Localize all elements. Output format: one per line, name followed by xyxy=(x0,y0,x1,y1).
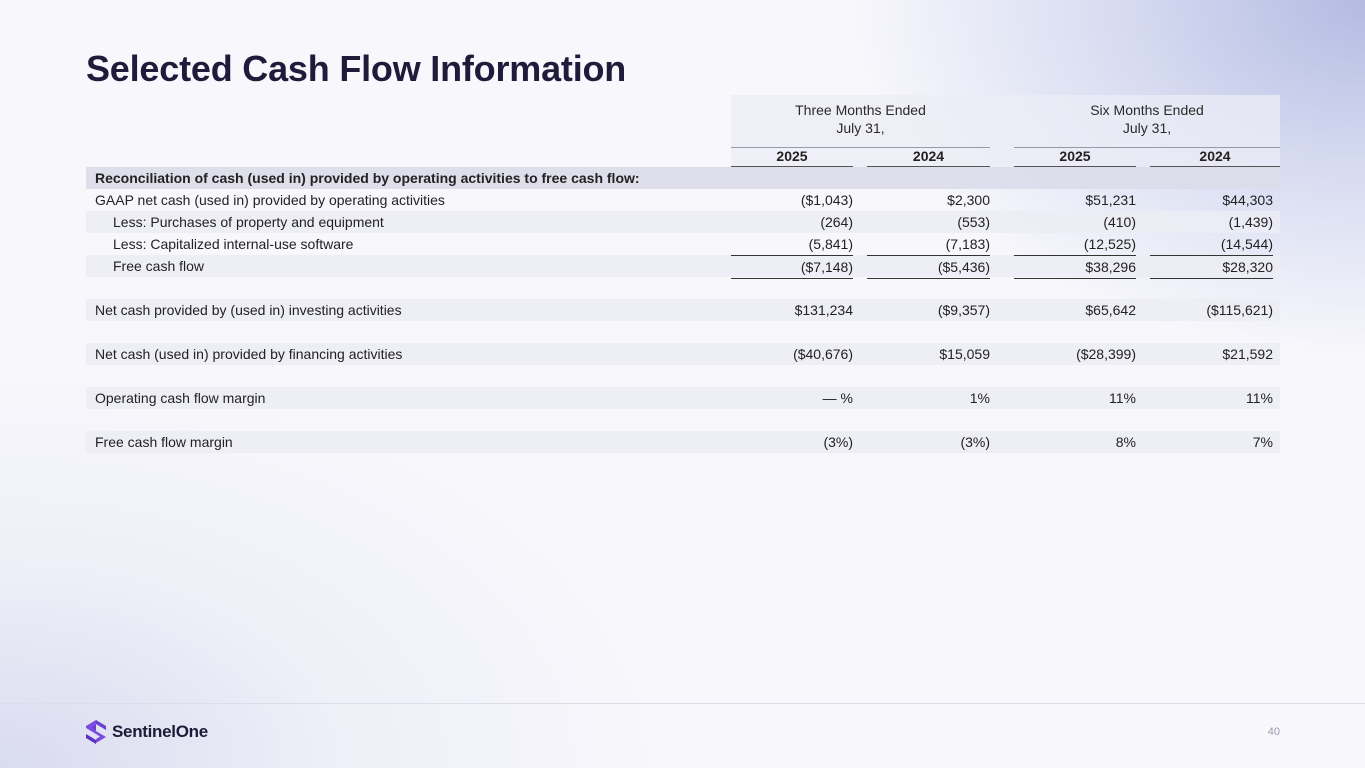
cell-value: $28,320 xyxy=(1150,255,1273,279)
spacer-row xyxy=(86,409,1280,431)
cell-value: (14,544) xyxy=(1220,236,1273,252)
cash-flow-table: Three Months Ended July 31, Six Months E… xyxy=(86,95,1280,453)
row-label: Operating cash flow margin xyxy=(95,390,266,406)
cell-value: (1,439) xyxy=(1228,214,1273,230)
cell-value: 11% xyxy=(1109,390,1136,406)
spacer-row xyxy=(86,277,1280,299)
period-six-months: Six Months Ended July 31, xyxy=(1014,101,1280,148)
year-header: 2025 xyxy=(1059,148,1091,164)
cell-value: 11% xyxy=(1246,390,1273,406)
cell-value: 7% xyxy=(1252,434,1273,450)
cell-value: $65,642 xyxy=(1085,302,1136,318)
divider xyxy=(731,147,990,148)
cell-value: ($40,676) xyxy=(793,346,853,362)
divider xyxy=(1014,166,1136,167)
row-label: Free cash flow xyxy=(113,258,205,274)
table-row-ppe: Less: Purchases of property and equipmen… xyxy=(86,211,1280,233)
cell-value: 8% xyxy=(1115,434,1136,450)
row-label: Less: Capitalized internal-use software xyxy=(113,236,354,252)
table-row-ocf-margin: Operating cash flow margin — % 1% 11% 11… xyxy=(86,387,1280,409)
cell-value: ($9,357) xyxy=(937,302,990,318)
cell-value: (12,525) xyxy=(1083,236,1136,252)
year-header: 2025 xyxy=(776,148,808,164)
cell-value: ($115,621) xyxy=(1206,302,1273,318)
cell-value: (264) xyxy=(820,214,853,230)
table-row-financing: Net cash (used in) provided by financing… xyxy=(86,343,1280,365)
table-header: Three Months Ended July 31, Six Months E… xyxy=(86,95,1280,167)
divider xyxy=(867,166,990,167)
row-label: Net cash (used in) provided by financing… xyxy=(95,346,403,362)
section-heading: Reconciliation of cash (used in) provide… xyxy=(95,170,640,186)
table-row-fcf: Free cash flow ($7,148) ($5,436) $38,296… xyxy=(86,255,1280,279)
period-six-months-line2: July 31, xyxy=(1122,120,1172,136)
logo-text: SentinelOne xyxy=(112,722,208,741)
cell-value: (410) xyxy=(1103,214,1136,230)
period-three-months-line1: Three Months Ended xyxy=(795,102,926,118)
cell-value: (3%) xyxy=(823,434,853,450)
divider xyxy=(731,166,853,167)
row-label: Free cash flow margin xyxy=(95,434,233,450)
period-three-months-line2: July 31, xyxy=(836,120,885,136)
cell-value: ($28,399) xyxy=(1076,346,1136,362)
cell-value: $21,592 xyxy=(1222,346,1273,362)
cell-value: 1% xyxy=(969,390,990,406)
cell-value: $38,296 xyxy=(1014,255,1136,279)
cell-value: $51,231 xyxy=(1085,192,1136,208)
cell-value: $44,303 xyxy=(1222,192,1273,208)
cell-value: (3%) xyxy=(960,434,990,450)
period-three-months: Three Months Ended July 31, xyxy=(731,101,990,148)
spacer-row xyxy=(86,365,1280,387)
sentinelone-logo: SentinelOne xyxy=(86,720,208,744)
spacer-row xyxy=(86,321,1280,343)
cell-value: (7,183) xyxy=(945,236,990,252)
row-label: GAAP net cash (used in) provided by oper… xyxy=(95,192,445,208)
row-label: Less: Purchases of property and equipmen… xyxy=(113,214,384,230)
divider xyxy=(1014,147,1280,148)
cell-value: $15,059 xyxy=(939,346,990,362)
header-band xyxy=(731,95,1280,167)
cell-value: ($5,436) xyxy=(867,255,990,279)
year-header: 2024 xyxy=(1199,148,1231,164)
cell-value: $2,300 xyxy=(947,192,990,208)
divider xyxy=(1150,166,1280,167)
footer-divider xyxy=(0,703,1365,704)
cell-value: (553) xyxy=(957,214,990,230)
cell-value: ($7,148) xyxy=(731,255,853,279)
table-row-fcf-margin: Free cash flow margin (3%) (3%) 8% 7% xyxy=(86,431,1280,453)
section-heading-row: Reconciliation of cash (used in) provide… xyxy=(86,167,1280,189)
table-row-gaap: GAAP net cash (used in) provided by oper… xyxy=(86,189,1280,211)
year-header: 2024 xyxy=(912,148,945,164)
page-title: Selected Cash Flow Information xyxy=(86,48,627,89)
period-six-months-line1: Six Months Ended xyxy=(1090,102,1204,118)
page-number: 40 xyxy=(1267,726,1280,738)
cell-value: $131,234 xyxy=(794,302,853,318)
cell-value: (5,841) xyxy=(808,236,853,252)
table-row-investing: Net cash provided by (used in) investing… xyxy=(86,299,1280,321)
table-row-software: Less: Capitalized internal-use software … xyxy=(86,233,1280,255)
cell-value: ($1,043) xyxy=(800,192,853,208)
sentinelone-logo-icon xyxy=(86,720,106,744)
row-label: Net cash provided by (used in) investing… xyxy=(95,302,402,318)
cell-value: — % xyxy=(822,390,853,406)
